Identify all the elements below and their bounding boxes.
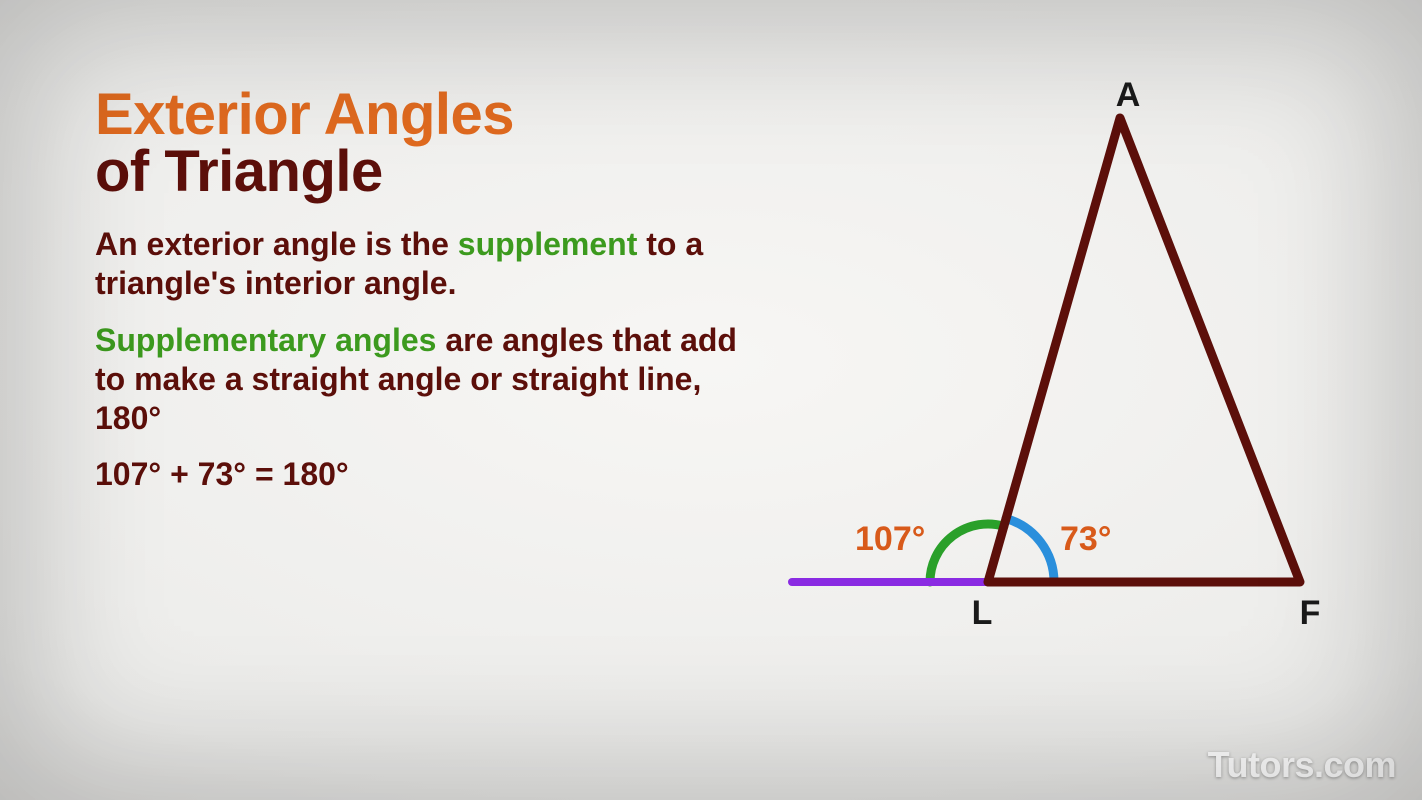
p1-part-a: An exterior angle is the bbox=[95, 226, 458, 262]
p1-highlight: supplement bbox=[458, 226, 638, 262]
triangle-diagram: A L F 107° 73° bbox=[760, 70, 1380, 690]
exterior-angle-label: 107° bbox=[855, 520, 925, 558]
paragraph-1: An exterior angle is the supplement to a… bbox=[95, 225, 775, 303]
watermark: Tutors.com bbox=[1208, 744, 1396, 786]
interior-angle-label: 73° bbox=[1060, 520, 1111, 558]
triangle-shape bbox=[988, 118, 1300, 582]
paragraph-2: Supplementary angles are angles that add… bbox=[95, 321, 775, 438]
interior-angle-arc bbox=[1006, 519, 1054, 582]
p2-highlight: Supplementary angles bbox=[95, 322, 436, 358]
vertex-label-l: L bbox=[972, 594, 993, 632]
text-column: Exterior Angles of Triangle An exterior … bbox=[95, 85, 775, 493]
title-line-2: of Triangle bbox=[95, 142, 775, 203]
vertex-label-a: A bbox=[1116, 76, 1141, 114]
vertex-label-f: F bbox=[1300, 594, 1321, 632]
title-line-1: Exterior Angles bbox=[95, 85, 775, 146]
equation: 107° + 73° = 180° bbox=[95, 456, 775, 493]
